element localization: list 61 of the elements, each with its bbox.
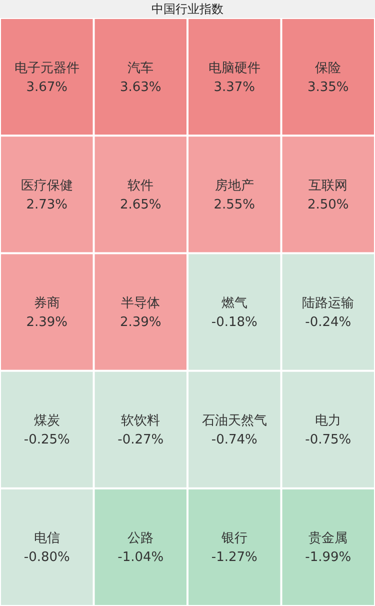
category-label: 公路 [128, 531, 154, 546]
category-label: 陆路运输 [302, 296, 354, 311]
cell: 券商 2.39% [0, 253, 94, 371]
cell: 房地产 2.55% [188, 136, 282, 254]
data-label: 2.55% [214, 197, 256, 212]
data-label: 2.39% [120, 315, 162, 330]
category-label: 汽车 [128, 60, 154, 76]
category-label: 券商 [34, 296, 60, 311]
data-label: -0.80% [24, 550, 70, 566]
data-label: -1.99% [305, 550, 352, 566]
data-label: 2.65% [120, 197, 162, 212]
cell: 贵金属 -1.99% [281, 488, 375, 606]
data-label: -1.27% [211, 550, 258, 566]
category-label: 互联网 [308, 178, 348, 194]
cell: 公路 -1.04% [94, 488, 188, 606]
category-label: 半导体 [121, 296, 160, 311]
category-label: 软饮料 [121, 414, 160, 429]
data-label: 3.37% [214, 80, 256, 95]
category-label: 电脑硬件 [208, 60, 260, 76]
cell: 煤炭 -0.25% [0, 370, 94, 488]
data-label: -0.74% [211, 432, 258, 448]
category-label: 房地产 [214, 177, 254, 194]
category-label: 电力 [315, 414, 342, 429]
cell: 互联网 2.50% [281, 136, 375, 254]
cell: 保险 3.35% [281, 18, 375, 136]
cell: 软饮料 -0.27% [94, 370, 188, 488]
category-label: 保险 [315, 60, 342, 76]
data-label: 2.73% [26, 197, 68, 212]
data-label: -0.75% [305, 432, 352, 448]
cell: 半导体 2.39% [94, 253, 188, 371]
cell: 软件 2.65% [94, 136, 188, 254]
cell: 陆路运输 -0.24% [281, 253, 375, 371]
cell: 电子元器件 3.67% [0, 18, 94, 136]
data-label: 2.39% [26, 315, 68, 330]
cell: 石油天然气 -0.74% [188, 370, 282, 488]
cell: 医疗保健 2.73% [0, 136, 94, 254]
cell: 银行 -1.27% [188, 488, 282, 606]
category-label: 燃气 [221, 296, 248, 311]
data-label: 2.50% [307, 197, 349, 212]
category-label: 贵金属 [308, 531, 348, 546]
category-label: 医疗保健 [20, 178, 73, 194]
category-label: 煤炭 [34, 414, 60, 429]
cell: 电力 -0.75% [281, 370, 375, 488]
data-label: -1.04% [118, 550, 164, 566]
category-label: 电信 [34, 531, 60, 546]
data-label: 3.35% [307, 80, 349, 95]
data-label: -0.25% [24, 432, 70, 448]
data-label: 3.63% [120, 80, 162, 95]
data-label: -0.18% [211, 315, 258, 330]
data-label: -0.24% [305, 315, 352, 330]
cell: 电信 -0.80% [0, 488, 94, 606]
cell: 汽车 3.63% [94, 18, 188, 136]
category-label: 电子元器件 [14, 60, 80, 76]
title: 中国行业指数 [152, 2, 224, 16]
category-label: 软件 [128, 178, 154, 194]
data-label: 3.67% [26, 80, 68, 95]
cell: 电脑硬件 3.37% [188, 18, 282, 136]
category-label: 银行 [220, 531, 248, 546]
cell: 燃气 -0.18% [188, 253, 282, 371]
category-label: 石油天然气 [202, 414, 267, 429]
data-label: -0.27% [118, 432, 164, 448]
